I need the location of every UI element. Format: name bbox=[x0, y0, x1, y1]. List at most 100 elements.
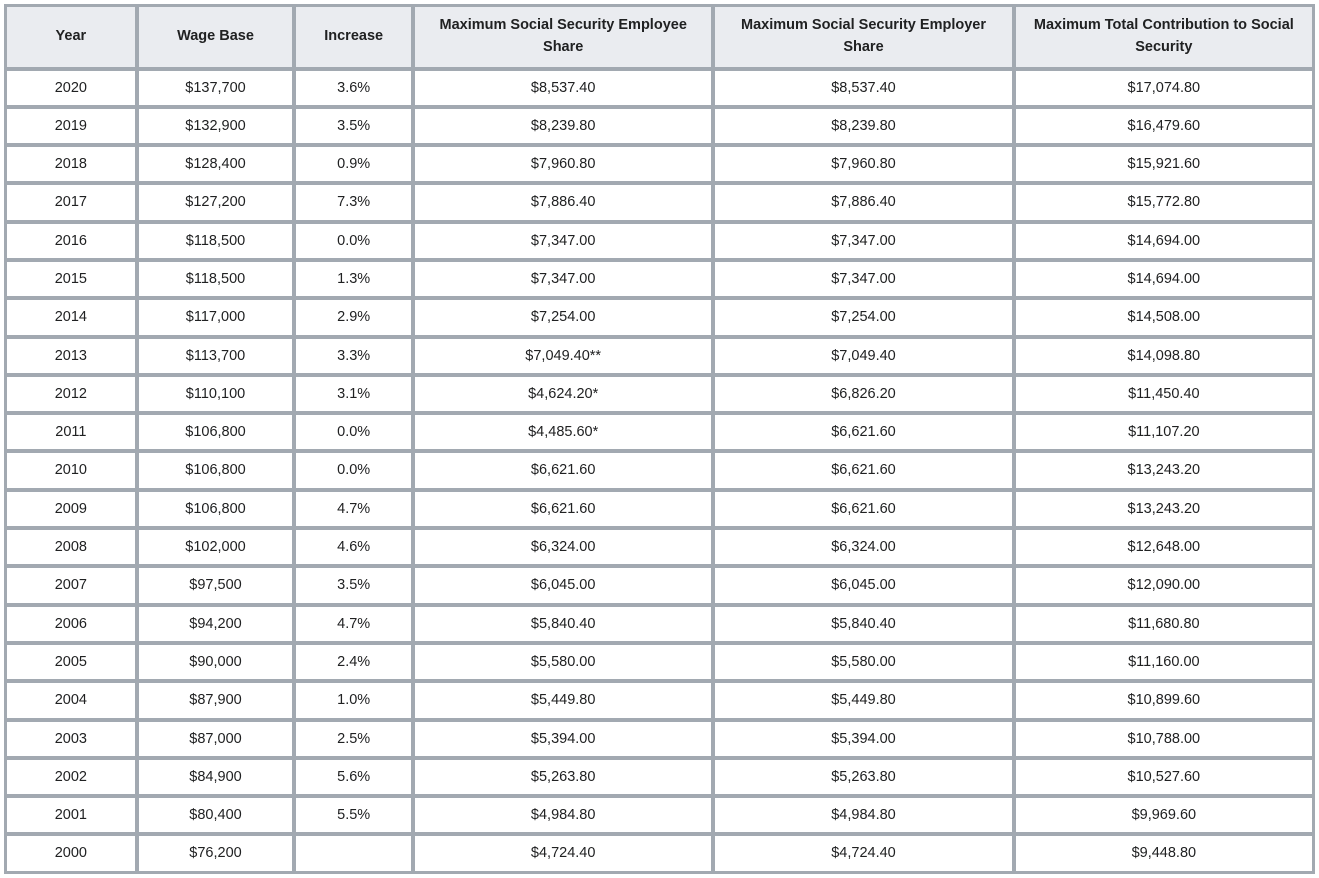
cell-employer_share: $8,239.80 bbox=[714, 108, 1012, 144]
cell-employer_share: $6,621.60 bbox=[714, 414, 1012, 450]
cell-employer_share: $6,621.60 bbox=[714, 452, 1012, 488]
cell-wage_base: $90,000 bbox=[138, 644, 294, 680]
cell-increase: 3.5% bbox=[295, 567, 412, 603]
cell-year: 2015 bbox=[6, 261, 136, 297]
cell-increase bbox=[295, 835, 412, 871]
cell-employee_share: $8,537.40 bbox=[414, 70, 712, 106]
cell-year: 2000 bbox=[6, 835, 136, 871]
cell-year: 2018 bbox=[6, 146, 136, 182]
cell-increase: 1.0% bbox=[295, 682, 412, 718]
cell-total: $11,450.40 bbox=[1015, 376, 1313, 412]
cell-total: $11,160.00 bbox=[1015, 644, 1313, 680]
cell-total: $17,074.80 bbox=[1015, 70, 1313, 106]
cell-wage_base: $87,000 bbox=[138, 721, 294, 757]
cell-employee_share: $7,049.40** bbox=[414, 338, 712, 374]
table-row: 2003$87,0002.5%$5,394.00$5,394.00$10,788… bbox=[6, 721, 1313, 757]
cell-employer_share: $6,324.00 bbox=[714, 529, 1012, 565]
cell-year: 2012 bbox=[6, 376, 136, 412]
cell-employee_share: $7,886.40 bbox=[414, 184, 712, 220]
cell-total: $14,098.80 bbox=[1015, 338, 1313, 374]
cell-total: $13,243.20 bbox=[1015, 491, 1313, 527]
cell-year: 2010 bbox=[6, 452, 136, 488]
cell-year: 2006 bbox=[6, 606, 136, 642]
table-row: 2001$80,4005.5%$4,984.80$4,984.80$9,969.… bbox=[6, 797, 1313, 833]
cell-total: $9,448.80 bbox=[1015, 835, 1313, 871]
cell-wage_base: $97,500 bbox=[138, 567, 294, 603]
cell-year: 2002 bbox=[6, 759, 136, 795]
cell-increase: 4.6% bbox=[295, 529, 412, 565]
cell-wage_base: $94,200 bbox=[138, 606, 294, 642]
table-row: 2006$94,2004.7%$5,840.40$5,840.40$11,680… bbox=[6, 606, 1313, 642]
cell-wage_base: $80,400 bbox=[138, 797, 294, 833]
header-year: Year bbox=[6, 6, 136, 68]
table-row: 2000$76,200$4,724.40$4,724.40$9,448.80 bbox=[6, 835, 1313, 871]
cell-employee_share: $6,621.60 bbox=[414, 452, 712, 488]
cell-increase: 3.1% bbox=[295, 376, 412, 412]
cell-increase: 3.3% bbox=[295, 338, 412, 374]
header-total: Maximum Total Contribution to Social Sec… bbox=[1015, 6, 1313, 68]
cell-total: $14,694.00 bbox=[1015, 223, 1313, 259]
cell-employer_share: $7,254.00 bbox=[714, 299, 1012, 335]
cell-increase: 2.5% bbox=[295, 721, 412, 757]
cell-increase: 0.0% bbox=[295, 223, 412, 259]
cell-employee_share: $5,449.80 bbox=[414, 682, 712, 718]
cell-total: $11,107.20 bbox=[1015, 414, 1313, 450]
cell-wage_base: $137,700 bbox=[138, 70, 294, 106]
cell-year: 2014 bbox=[6, 299, 136, 335]
table-row: 2020$137,7003.6%$8,537.40$8,537.40$17,07… bbox=[6, 70, 1313, 106]
cell-employer_share: $5,394.00 bbox=[714, 721, 1012, 757]
cell-total: $12,648.00 bbox=[1015, 529, 1313, 565]
cell-employee_share: $5,840.40 bbox=[414, 606, 712, 642]
table-header: Year Wage Base Increase Maximum Social S… bbox=[6, 6, 1313, 68]
cell-wage_base: $113,700 bbox=[138, 338, 294, 374]
cell-employer_share: $7,960.80 bbox=[714, 146, 1012, 182]
cell-wage_base: $110,100 bbox=[138, 376, 294, 412]
table-row: 2010$106,8000.0%$6,621.60$6,621.60$13,24… bbox=[6, 452, 1313, 488]
cell-wage_base: $76,200 bbox=[138, 835, 294, 871]
header-employer-share: Maximum Social Security Employer Share bbox=[714, 6, 1012, 68]
table-row: 2018$128,4000.9%$7,960.80$7,960.80$15,92… bbox=[6, 146, 1313, 182]
cell-employer_share: $5,840.40 bbox=[714, 606, 1012, 642]
cell-increase: 4.7% bbox=[295, 606, 412, 642]
social-security-wage-base-table: Year Wage Base Increase Maximum Social S… bbox=[4, 4, 1315, 874]
table-header-row: Year Wage Base Increase Maximum Social S… bbox=[6, 6, 1313, 68]
cell-year: 2008 bbox=[6, 529, 136, 565]
cell-increase: 2.4% bbox=[295, 644, 412, 680]
cell-wage_base: $84,900 bbox=[138, 759, 294, 795]
table-row: 2009$106,8004.7%$6,621.60$6,621.60$13,24… bbox=[6, 491, 1313, 527]
cell-year: 2001 bbox=[6, 797, 136, 833]
cell-increase: 0.0% bbox=[295, 414, 412, 450]
table-row: 2011$106,8000.0%$4,485.60*$6,621.60$11,1… bbox=[6, 414, 1313, 450]
table-row: 2005$90,0002.4%$5,580.00$5,580.00$11,160… bbox=[6, 644, 1313, 680]
cell-employee_share: $5,394.00 bbox=[414, 721, 712, 757]
table-row: 2002$84,9005.6%$5,263.80$5,263.80$10,527… bbox=[6, 759, 1313, 795]
cell-wage_base: $132,900 bbox=[138, 108, 294, 144]
table-row: 2016$118,5000.0%$7,347.00$7,347.00$14,69… bbox=[6, 223, 1313, 259]
cell-employee_share: $6,324.00 bbox=[414, 529, 712, 565]
cell-employee_share: $7,347.00 bbox=[414, 223, 712, 259]
header-wage-base: Wage Base bbox=[138, 6, 294, 68]
cell-increase: 4.7% bbox=[295, 491, 412, 527]
cell-wage_base: $106,800 bbox=[138, 452, 294, 488]
cell-employee_share: $5,263.80 bbox=[414, 759, 712, 795]
cell-total: $15,921.60 bbox=[1015, 146, 1313, 182]
cell-total: $12,090.00 bbox=[1015, 567, 1313, 603]
cell-employee_share: $7,254.00 bbox=[414, 299, 712, 335]
header-increase: Increase bbox=[295, 6, 412, 68]
cell-employer_share: $4,724.40 bbox=[714, 835, 1012, 871]
cell-employee_share: $8,239.80 bbox=[414, 108, 712, 144]
table-row: 2017$127,2007.3%$7,886.40$7,886.40$15,77… bbox=[6, 184, 1313, 220]
cell-total: $10,899.60 bbox=[1015, 682, 1313, 718]
cell-employee_share: $6,621.60 bbox=[414, 491, 712, 527]
cell-year: 2017 bbox=[6, 184, 136, 220]
cell-employer_share: $5,449.80 bbox=[714, 682, 1012, 718]
cell-wage_base: $118,500 bbox=[138, 261, 294, 297]
cell-increase: 3.6% bbox=[295, 70, 412, 106]
cell-total: $16,479.60 bbox=[1015, 108, 1313, 144]
cell-wage_base: $117,000 bbox=[138, 299, 294, 335]
cell-year: 2009 bbox=[6, 491, 136, 527]
cell-total: $14,694.00 bbox=[1015, 261, 1313, 297]
cell-employer_share: $7,347.00 bbox=[714, 261, 1012, 297]
cell-employer_share: $5,263.80 bbox=[714, 759, 1012, 795]
cell-wage_base: $87,900 bbox=[138, 682, 294, 718]
